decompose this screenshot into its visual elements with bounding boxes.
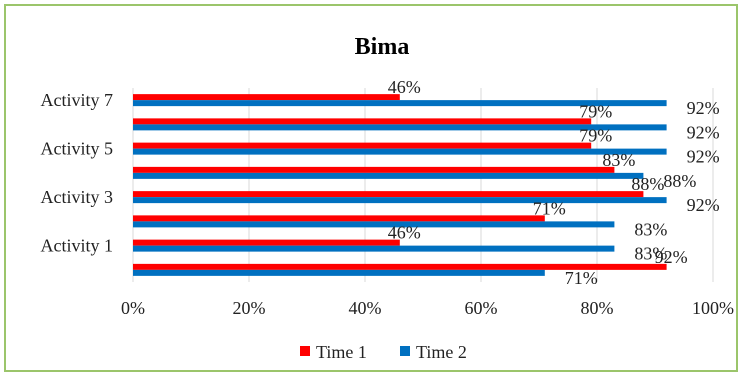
grid-lines [132, 88, 714, 282]
data-label: 83% [602, 150, 635, 170]
bar-time-1 [133, 94, 400, 101]
legend-swatch-time-2 [400, 346, 410, 356]
bar-time-2 [133, 124, 667, 131]
bar-time-1 [133, 239, 400, 246]
bar-time-2 [133, 245, 615, 252]
y-category-label: Activity 7 [41, 90, 114, 110]
bar-time-1 [133, 191, 644, 198]
x-tick-label: 40% [349, 298, 382, 318]
data-label: 46% [388, 223, 421, 243]
bar-time-2 [133, 269, 545, 276]
x-axis-ticks: 0% 20% 40% 60% 80% 100% [121, 298, 734, 318]
bar-time-1 [133, 166, 615, 173]
bar-time-1 [133, 215, 545, 222]
data-label: 92% [687, 147, 720, 167]
data-label: 88% [631, 174, 664, 194]
data-label: 92% [687, 195, 720, 215]
chart-title: Bima [355, 34, 410, 60]
data-label: 83% [634, 244, 667, 264]
data-label: 92% [687, 122, 720, 142]
x-tick-label: 60% [465, 298, 498, 318]
legend-swatch-time-1 [300, 346, 310, 356]
x-tick-label: 0% [121, 298, 145, 318]
data-label: 71% [533, 198, 566, 218]
bar-time-1 [133, 263, 667, 270]
data-label: 79% [579, 101, 612, 121]
legend: Time 1 Time 2 [300, 342, 467, 362]
bar-time-1 [133, 142, 592, 149]
x-tick-label: 100% [692, 298, 734, 318]
data-label: 71% [565, 268, 598, 288]
data-label: 79% [579, 126, 612, 146]
bar-time-2 [133, 172, 644, 179]
y-axis-categories: Activity 1 Activity 3 Activity 5 Activity 7 [41, 90, 114, 256]
legend-label-time-1: Time 1 [316, 342, 367, 362]
legend-label-time-2: Time 2 [416, 342, 467, 362]
data-label: 92% [655, 247, 688, 267]
y-category-label: Activity 3 [41, 187, 114, 207]
bar-time-1 [133, 118, 592, 125]
data-label: 83% [634, 219, 667, 239]
data-label: 88% [663, 171, 696, 191]
y-category-label: Activity 5 [41, 139, 114, 159]
bar-time-2 [133, 148, 667, 155]
chart-frame [4, 4, 738, 372]
data-labels: 92%71%46%83%71%83%88%92%83%88%79%92%79%9… [388, 77, 720, 288]
x-tick-label: 20% [233, 298, 266, 318]
data-label: 92% [687, 98, 720, 118]
bar-time-2 [133, 221, 615, 228]
y-category-label: Activity 1 [41, 236, 114, 256]
bar-time-2 [133, 197, 667, 204]
data-label: 46% [388, 77, 421, 97]
x-tick-label: 80% [581, 298, 614, 318]
bar-time-2 [133, 100, 667, 107]
bars [133, 94, 667, 276]
